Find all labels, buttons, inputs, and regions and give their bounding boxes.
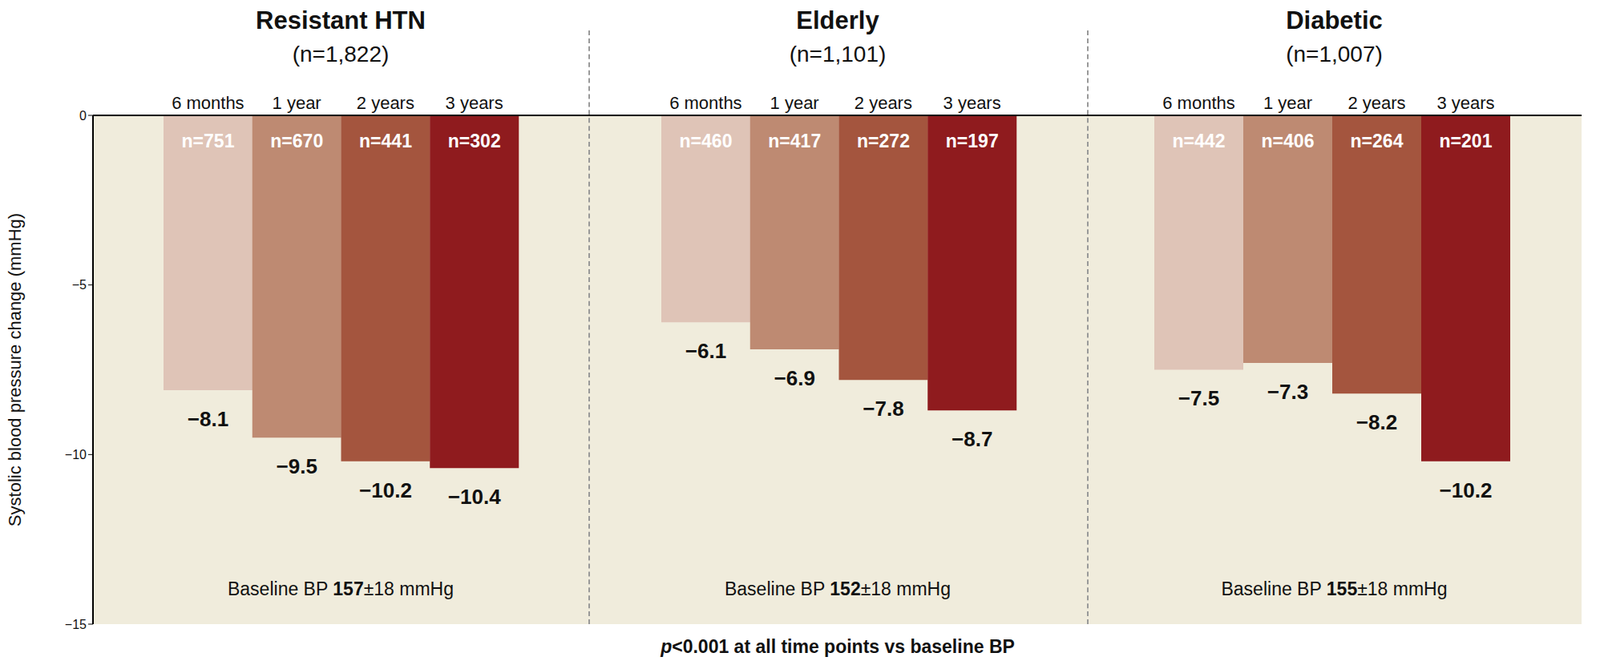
svg-text:3 years: 3 years <box>445 92 504 114</box>
html-text:(n=1,101): (n=1,101) <box>789 41 887 67</box>
html-text:Resistant HTN: Resistant HTN <box>255 6 426 35</box>
svg-text:n=460: n=460 <box>679 130 733 152</box>
svg-text:−10.2: −10.2 <box>1439 478 1493 503</box>
svg-text:3 years: 3 years <box>1436 92 1495 114</box>
svg-text:n=670: n=670 <box>270 130 324 152</box>
html-text:Diabetic: Diabetic <box>1285 6 1383 35</box>
html-text:Baseline BP 155 ±18 mmHg: Baseline BP 155 ±18 mmHg <box>1221 578 1448 600</box>
html-text:Baseline BP 157 ±18 mmHg: Baseline BP 157 ±18 mmHg <box>227 578 454 600</box>
svg-text:n=441: n=441 <box>359 130 413 152</box>
svg-text:n=272: n=272 <box>856 130 910 152</box>
svg-text:n=302: n=302 <box>448 130 502 152</box>
svg-text:−8.1: −8.1 <box>187 407 229 432</box>
svg-text:n=201: n=201 <box>1439 130 1493 152</box>
svg-text:−7.5: −7.5 <box>1178 386 1220 411</box>
svg-text:n=442: n=442 <box>1172 130 1226 152</box>
svg-text:n=417: n=417 <box>767 130 821 152</box>
svg-text:2 years: 2 years <box>1347 92 1406 114</box>
svg-text:−15: −15 <box>64 618 87 632</box>
html-text:Baseline BP 152 ±18 mmHg: Baseline BP 152 ±18 mmHg <box>724 578 951 600</box>
svg-text:−8.2: −8.2 <box>1356 410 1398 435</box>
svg-text:−10: −10 <box>64 448 87 462</box>
svg-text:n=406: n=406 <box>1261 130 1315 152</box>
svg-text:n=264: n=264 <box>1350 130 1404 152</box>
html-text:Elderly: Elderly <box>796 6 880 35</box>
svg-text:6 months: 6 months <box>669 92 743 114</box>
svg-text:0: 0 <box>79 109 87 123</box>
svg-text:−10.2: −10.2 <box>359 478 413 503</box>
svg-text:1 year: 1 year <box>770 92 820 114</box>
svg-text:6 months: 6 months <box>1162 92 1236 114</box>
svg-text:−5: −5 <box>72 278 87 292</box>
svg-text:−7.8: −7.8 <box>862 396 904 421</box>
svg-text:1 year: 1 year <box>272 92 322 114</box>
svg-text:n=197: n=197 <box>945 130 999 152</box>
svg-text:Systolic blood pressure change: Systolic blood pressure change (mmHg) <box>6 213 25 527</box>
html-text:(n=1,822): (n=1,822) <box>292 41 390 67</box>
svg-text:1 year: 1 year <box>1263 92 1313 114</box>
svg-text:2 years: 2 years <box>854 92 913 114</box>
svg-text:−8.7: −8.7 <box>951 427 993 452</box>
svg-text:2 years: 2 years <box>356 92 415 114</box>
svg-text:−9.5: −9.5 <box>276 454 318 479</box>
svg-text:−7.3: −7.3 <box>1267 379 1309 405</box>
svg-text:n=751: n=751 <box>181 130 235 152</box>
svg-text:6 months: 6 months <box>171 92 245 114</box>
svg-text:3 years: 3 years <box>943 92 1002 114</box>
html-text:(n=1,007): (n=1,007) <box>1285 41 1383 67</box>
svg-text:−6.1: −6.1 <box>685 339 727 364</box>
html-text:p <0.001 at all time points vs: p <0.001 at all time points vs baseline … <box>660 636 1015 658</box>
svg-text:−6.9: −6.9 <box>774 366 816 391</box>
svg-text:−10.4: −10.4 <box>448 484 502 510</box>
